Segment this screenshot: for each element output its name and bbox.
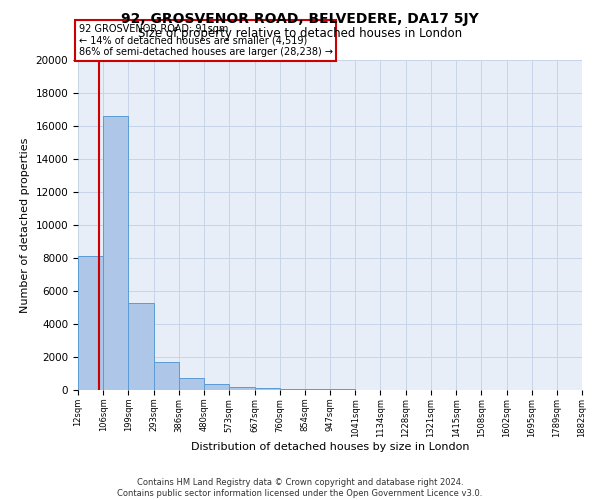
Bar: [229, 386, 254, 390]
Bar: [254, 388, 280, 390]
Bar: [103, 116, 128, 390]
Bar: [179, 378, 204, 390]
Bar: [128, 302, 154, 390]
X-axis label: Distribution of detached houses by size in London: Distribution of detached houses by size …: [191, 442, 469, 452]
Text: 92, GROSVENOR ROAD, BELVEDERE, DA17 5JY: 92, GROSVENOR ROAD, BELVEDERE, DA17 5JY: [121, 12, 479, 26]
Text: Contains HM Land Registry data © Crown copyright and database right 2024.
Contai: Contains HM Land Registry data © Crown c…: [118, 478, 482, 498]
Bar: [280, 389, 305, 390]
Bar: [154, 362, 179, 390]
Bar: [204, 384, 229, 390]
Y-axis label: Number of detached properties: Number of detached properties: [20, 138, 30, 312]
Bar: [305, 389, 330, 390]
Text: Size of property relative to detached houses in London: Size of property relative to detached ho…: [138, 28, 462, 40]
Text: 92 GROSVENOR ROAD: 91sqm
← 14% of detached houses are smaller (4,519)
86% of sem: 92 GROSVENOR ROAD: 91sqm ← 14% of detach…: [79, 24, 332, 56]
Bar: [78, 256, 103, 390]
